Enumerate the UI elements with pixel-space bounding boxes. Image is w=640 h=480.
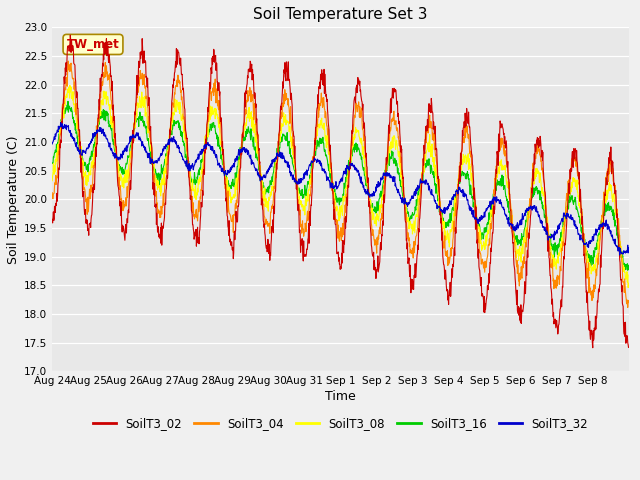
Text: TW_met: TW_met — [67, 38, 120, 51]
Y-axis label: Soil Temperature (C): Soil Temperature (C) — [7, 135, 20, 264]
Legend: SoilT3_02, SoilT3_04, SoilT3_08, SoilT3_16, SoilT3_32: SoilT3_02, SoilT3_04, SoilT3_08, SoilT3_… — [88, 412, 593, 434]
X-axis label: Time: Time — [325, 390, 356, 404]
Title: Soil Temperature Set 3: Soil Temperature Set 3 — [253, 7, 428, 22]
